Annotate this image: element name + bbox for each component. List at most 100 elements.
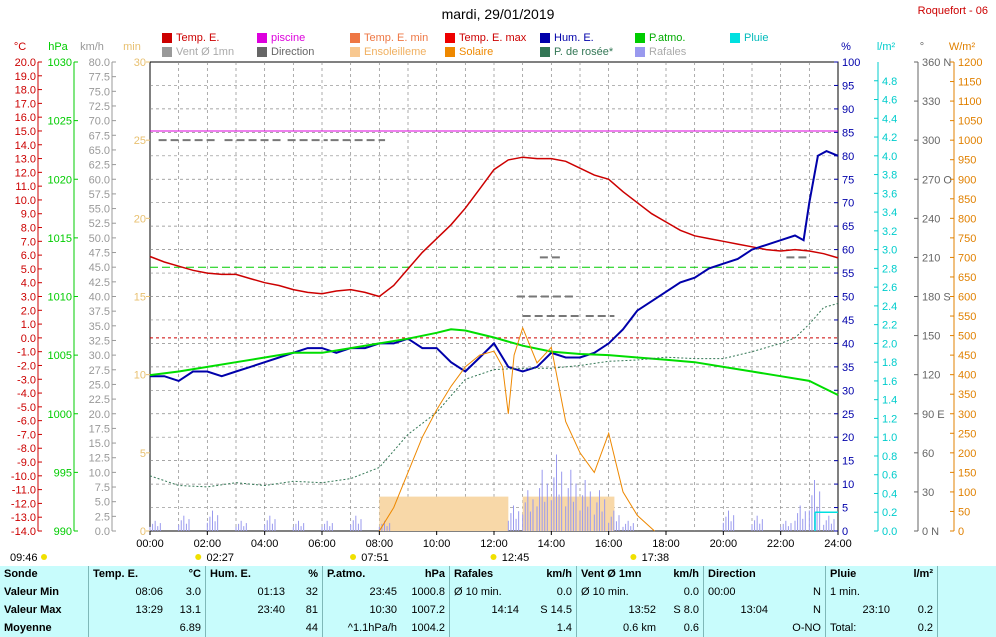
legend-item: Direction — [257, 46, 314, 58]
legend-item: P. de rosée* — [540, 46, 613, 58]
axis-tick-label-min: 5 — [140, 448, 146, 460]
stats-header-row: Sonde Temp. E. °C Hum. E. % P.atmo. hPa … — [0, 566, 996, 584]
axis-tick-label-rain: 0.8 — [882, 451, 897, 463]
axis-tick-label-temp: -7.0 — [17, 429, 36, 441]
legend-item: Vent Ø 1mn — [162, 46, 234, 58]
stats-wind-value: 0.0 — [683, 586, 699, 599]
stats-header-temp-unit: °C — [188, 568, 201, 581]
axis-unit-press: hPa — [48, 41, 68, 53]
sun-mark-dot — [350, 554, 357, 560]
legend-label: Rafales — [649, 46, 687, 58]
axis-tick-label-wind: 27.5 — [89, 365, 110, 377]
legend-item: Temp. E. min — [350, 32, 428, 44]
legend-label: Direction — [271, 46, 315, 58]
legend-item: Temp. E. — [162, 32, 219, 44]
stats-gust-time: 14:14 — [449, 601, 523, 620]
axis-tick-label-hum: 30 — [842, 385, 854, 397]
axis-tick-label-sol: 350 — [958, 389, 976, 401]
series-line-p-atmo — [149, 328, 839, 396]
legend-swatch — [445, 47, 455, 57]
axis-tick-label-temp: 5.0 — [21, 264, 36, 276]
axis-tick-label-temp: -8.0 — [17, 443, 36, 455]
axis-tick-label-min: 25 — [134, 135, 146, 147]
legend-swatch — [540, 33, 550, 43]
stats-blank — [937, 619, 996, 637]
stats-header-rain-unit: l/m² — [913, 568, 933, 581]
axis-tick-label-press: 1030 — [48, 57, 72, 69]
axis-unit-rain: l/m² — [877, 41, 896, 53]
axis-tick-label-wind: 22.5 — [89, 394, 110, 406]
axis-tick-label-dir: 150 — [922, 331, 940, 343]
legend-item: Pluie — [730, 32, 768, 44]
axis-tick-label-wind: 10.0 — [89, 467, 110, 479]
legend-swatch — [445, 33, 455, 43]
axis-tick-label-hum: 65 — [842, 221, 854, 233]
sun-mark-label: 12:45 — [502, 552, 530, 564]
axis-tick-label-wind: 45.0 — [89, 262, 110, 274]
sun-mark-label: 02:27 — [206, 552, 234, 564]
axis-tick-label-dir: 360 N — [922, 57, 951, 69]
axis-tick-label-sol: 50 — [958, 506, 970, 518]
legend-item: Temp. E. max — [445, 32, 526, 44]
legend-swatch — [730, 33, 740, 43]
axis-tick-label-temp: 18.0 — [15, 85, 36, 97]
axis-tick-label-wind: 35.0 — [89, 321, 110, 333]
legend-swatch — [635, 33, 645, 43]
sunshine-bar — [379, 496, 509, 531]
axis-tick-label-dir: 180 S — [922, 292, 951, 304]
chart-title: mardi, 29/01/2019 — [441, 6, 555, 22]
station-name: Roquefort - 06 — [917, 5, 988, 17]
legend-item: Rafales — [635, 46, 686, 58]
axis-tick-label-sol: 600 — [958, 292, 976, 304]
stats-blank — [937, 583, 996, 602]
legend-label: Hum. E. — [554, 32, 594, 44]
stats-wind-value: S 8.0 — [673, 603, 699, 616]
series-group — [149, 130, 839, 532]
stats-header-dir: Direction — [703, 566, 772, 584]
axis-tick-label-hum: 40 — [842, 338, 854, 350]
stats-rain-time: Total: — [825, 619, 894, 637]
axis-tick-label-wind: 37.5 — [89, 306, 110, 318]
axis-unit-temp: °C — [14, 41, 26, 53]
axis-tick-label-wind: 55.0 — [89, 204, 110, 216]
stats-header-press: P.atmo. — [322, 566, 401, 584]
legend-swatch — [635, 47, 645, 57]
stats-row-label: Moyenne — [4, 621, 52, 634]
stats-dir-value: O-NO — [792, 621, 821, 634]
stats-hum-value: 81 — [305, 603, 318, 616]
stats-header-blank — [937, 566, 996, 584]
axis-tick-label-temp: 6.0 — [21, 250, 36, 262]
axis-tick-label-temp: -14.0 — [11, 526, 36, 538]
axis-tick-label-rain: 3.8 — [882, 170, 897, 182]
series-line-temp-e — [149, 156, 839, 298]
stats-press-time: 10:30 — [322, 601, 401, 620]
legend-item: P.atmo. — [635, 32, 686, 44]
sun-mark-dot — [490, 554, 497, 560]
axis-tick-label-sol: 0 — [958, 526, 964, 538]
axis-tick-label-sol: 1050 — [958, 116, 982, 128]
stats-temp-time: 08:06 — [88, 583, 167, 602]
axis-tick-label-temp: -6.0 — [17, 416, 36, 428]
axis-tick-label-wind: 72.5 — [89, 101, 110, 113]
axis-tick-label-wind: 30.0 — [89, 350, 110, 362]
legend-swatch — [162, 47, 172, 57]
axis-tick-label-temp: 8.0 — [21, 223, 36, 235]
axis-tick-label-press: 1005 — [48, 350, 72, 362]
axis-tick-label-temp: -9.0 — [17, 457, 36, 469]
stats-header-gust-unit: km/h — [546, 568, 572, 581]
stats-press-value: 1000.8 — [411, 586, 445, 599]
axis-tick-label-dir: 300 — [922, 135, 940, 147]
axis-tick-label-wind: 7.5 — [95, 482, 110, 494]
legend-item: Solaire — [445, 46, 493, 58]
axis-tick-label-hum: 100 — [842, 57, 860, 69]
stats-hum-value: 32 — [305, 586, 318, 599]
axis-tick-label-min: 20 — [134, 213, 146, 225]
grid — [149, 61, 839, 532]
axis-tick-label-hum: 35 — [842, 362, 854, 374]
stats-table: Sonde Temp. E. °C Hum. E. % P.atmo. hPa … — [0, 566, 996, 637]
axis-tick-label-temp: 9.0 — [21, 209, 36, 221]
axis-tick-label-press: 995 — [54, 467, 72, 479]
stats-gust-value: 0.0 — [556, 586, 572, 599]
axes-group: 20.0 19.0 18.017.0 16.0 15.0 14.0 13.012.0 11.0… — [10, 41, 982, 564]
legend-label: Pluie — [744, 32, 769, 44]
